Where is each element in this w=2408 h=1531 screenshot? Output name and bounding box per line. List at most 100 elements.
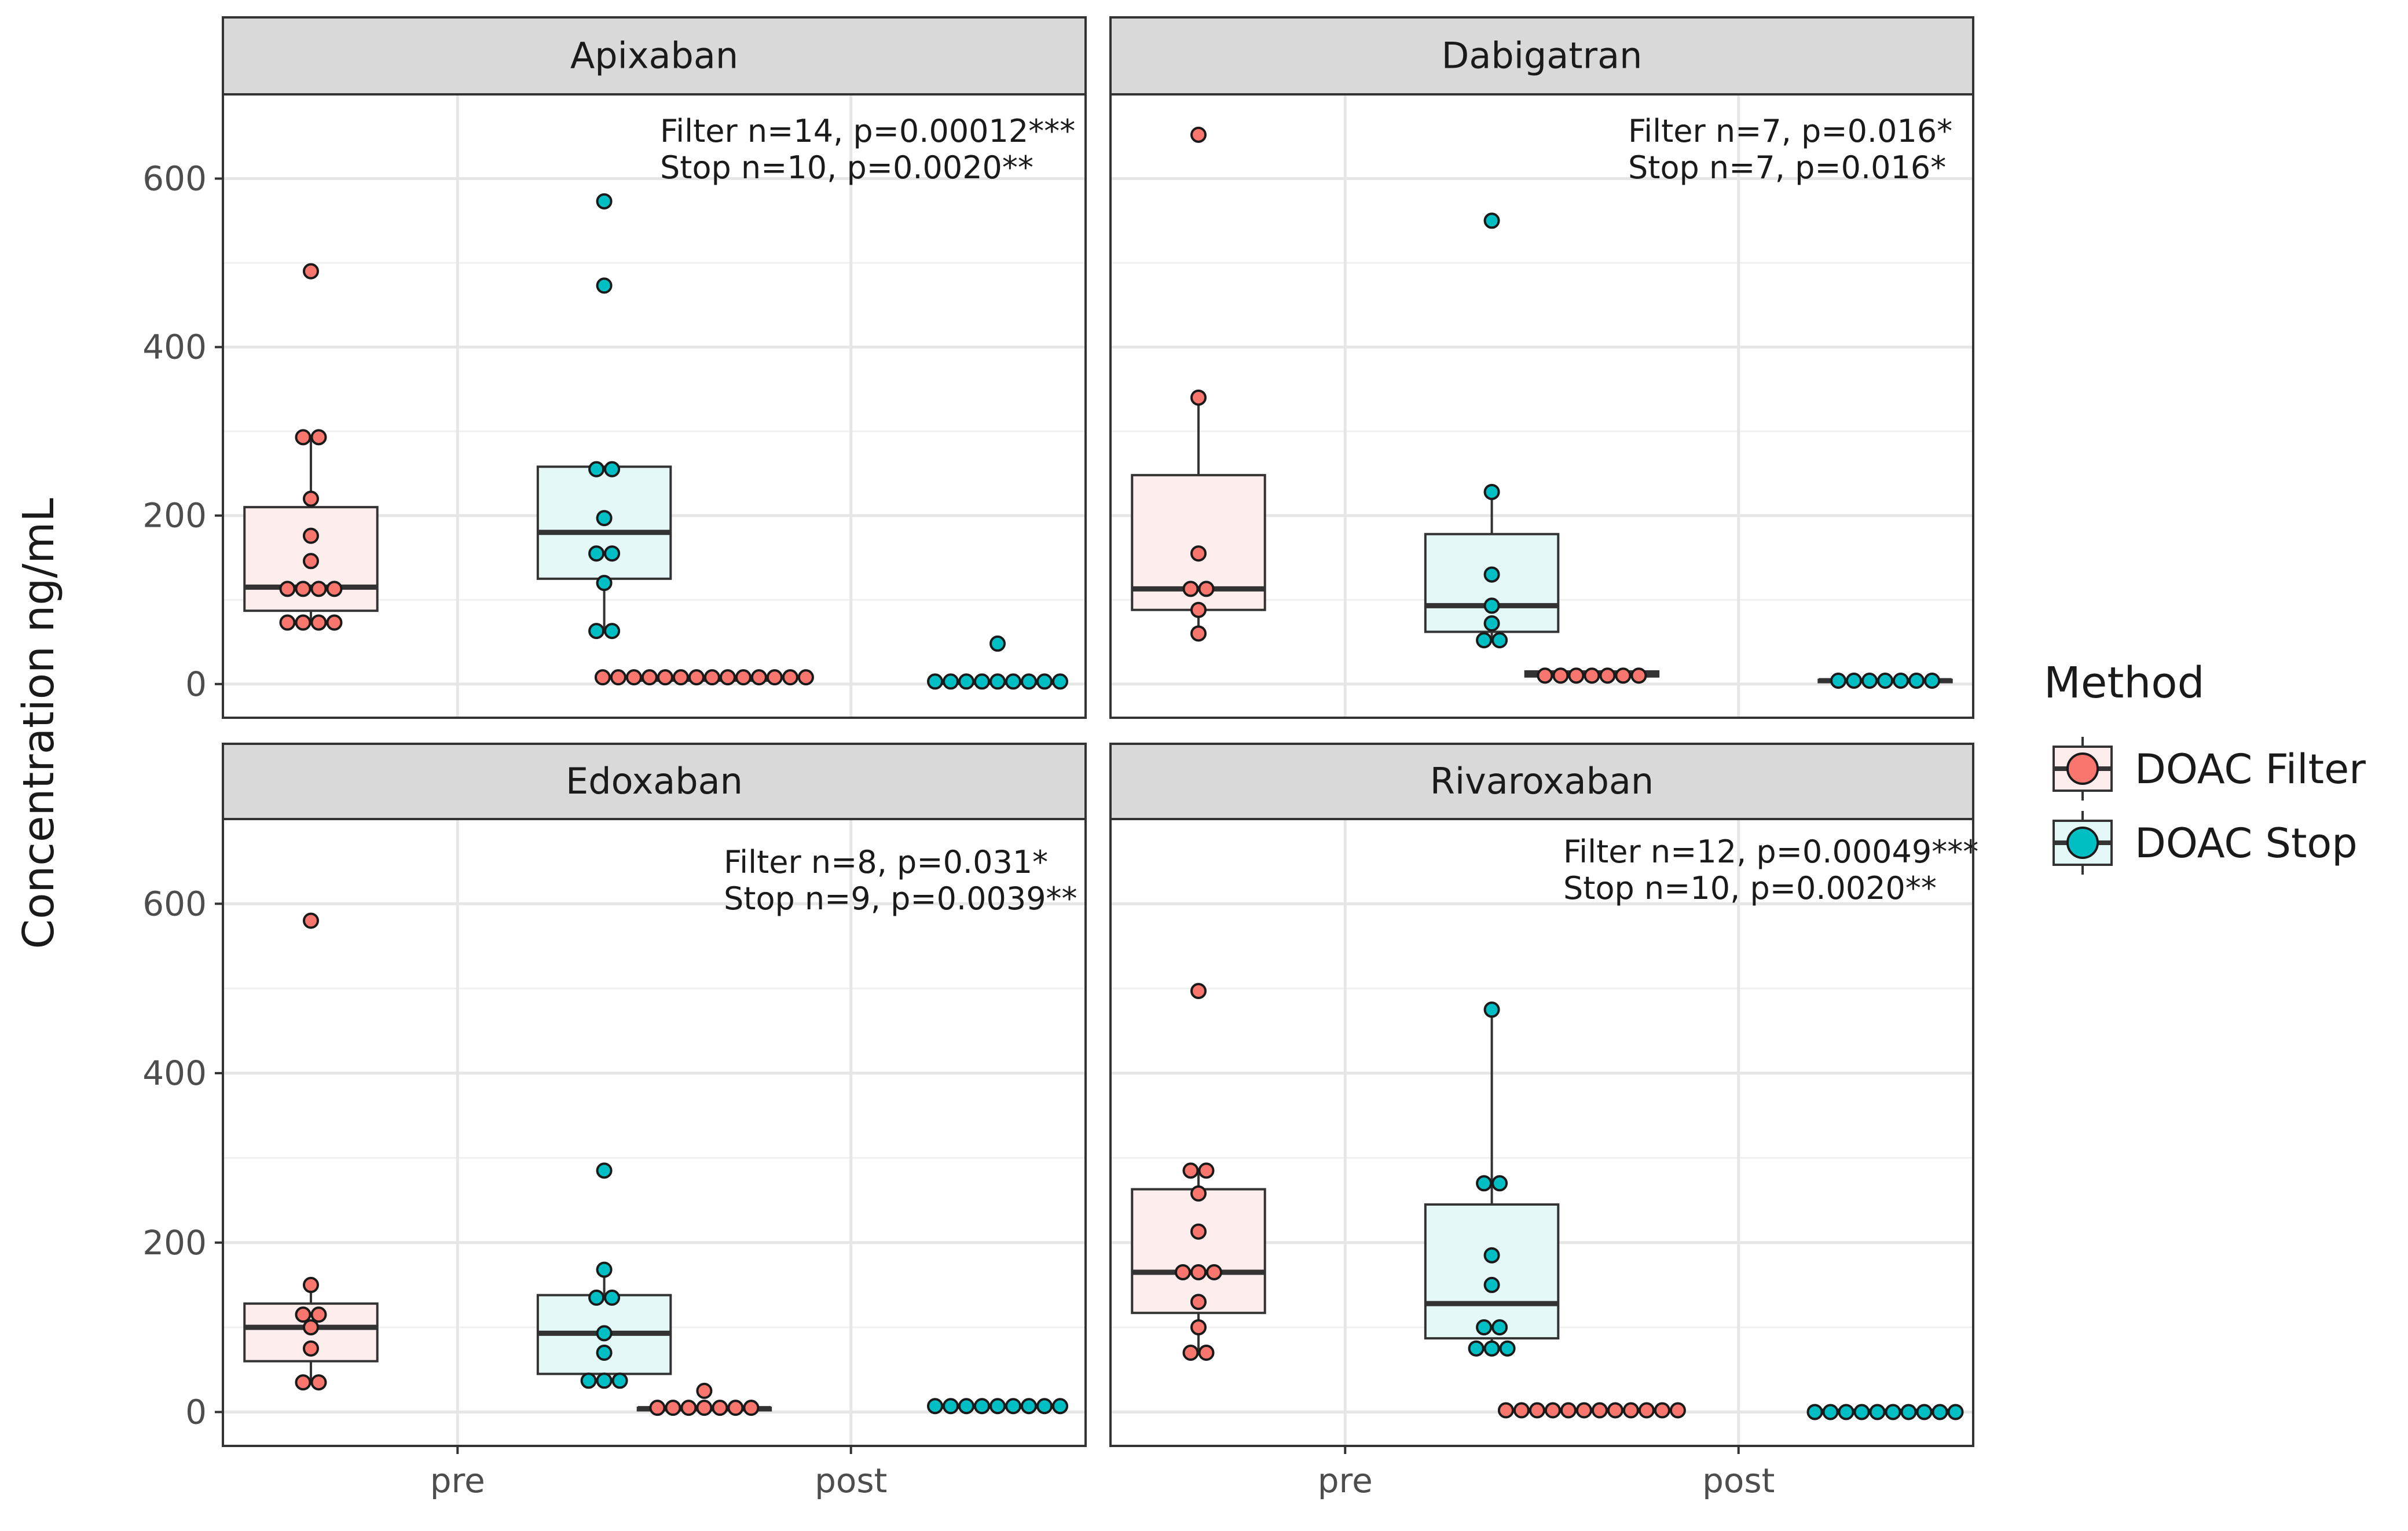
panel-background (223, 94, 1086, 718)
y-tick-label: 600 (142, 884, 207, 923)
data-point (727, 1400, 744, 1416)
data-point (1483, 1247, 1500, 1264)
data-point (943, 673, 959, 690)
box-group (1817, 672, 1953, 689)
data-point (1483, 1340, 1500, 1357)
data-point (1537, 667, 1553, 684)
data-point (596, 575, 613, 592)
facet-strip (1109, 743, 1974, 820)
data-point (1806, 1404, 1823, 1420)
data-point (1476, 1175, 1493, 1192)
legend-key-point (2066, 827, 2099, 859)
data-point (1584, 667, 1600, 684)
data-point (1483, 212, 1500, 229)
data-point (1483, 615, 1500, 632)
data-point (596, 193, 613, 210)
facet-strip-label: Dabigatran (1442, 35, 1643, 77)
data-point (1005, 673, 1022, 690)
box-group (1424, 1001, 1560, 1357)
data-point (1529, 1402, 1545, 1419)
panel-border (1109, 93, 1974, 719)
data-point (1830, 672, 1847, 689)
panel-background (1110, 819, 1973, 1446)
data-point (1052, 673, 1069, 690)
data-point (1021, 673, 1038, 690)
data-point (1900, 1404, 1917, 1420)
box-group (536, 193, 672, 640)
legend-key-point (2066, 752, 2099, 785)
data-point (1190, 625, 1207, 642)
data-point (1654, 1402, 1670, 1419)
data-point (1544, 1402, 1561, 1419)
data-point (1908, 672, 1925, 689)
data-point (989, 1398, 1006, 1415)
data-point (1947, 1404, 1964, 1420)
data-point (1468, 1340, 1485, 1357)
data-point (1036, 673, 1053, 690)
data-point (302, 1340, 319, 1357)
facet-strip-label: Rivaroxaban (1430, 760, 1654, 802)
data-point (1615, 667, 1632, 684)
data-point (974, 673, 991, 690)
x-tick-label: post (1702, 1461, 1775, 1500)
data-point (680, 1400, 697, 1416)
panel-border (222, 818, 1087, 1447)
data-point (604, 1289, 621, 1306)
data-point (1052, 1398, 1069, 1415)
legend-label: DOAC Stop (2135, 820, 2358, 867)
data-point (1190, 126, 1207, 143)
data-point (1885, 1404, 1901, 1420)
annotation-text: Filter n=14, p=0.00012*** (660, 113, 1075, 149)
data-point (1560, 1402, 1577, 1419)
data-point (596, 1162, 613, 1179)
data-point (1591, 1402, 1608, 1419)
data-point (1575, 1402, 1592, 1419)
data-point (1497, 1402, 1514, 1419)
panel-border (1109, 818, 1974, 1447)
data-point (1174, 1264, 1191, 1280)
data-point (1190, 1319, 1207, 1336)
box-group (927, 635, 1069, 690)
data-point (696, 1400, 713, 1416)
data-point (1924, 672, 1941, 689)
data-point (588, 623, 605, 640)
data-point (657, 669, 673, 686)
data-point (310, 614, 327, 631)
y-tick-label: 200 (142, 1223, 207, 1262)
y-tick-label: 600 (142, 159, 207, 199)
data-point (1198, 1162, 1215, 1179)
data-point (588, 545, 605, 562)
data-point (310, 1306, 327, 1323)
box-group (1131, 983, 1266, 1361)
data-point (1205, 1264, 1222, 1280)
annotation-text: Stop n=10, p=0.0020** (1563, 870, 1937, 906)
data-point (1182, 1345, 1199, 1361)
data-point (1483, 483, 1500, 500)
data-point (641, 669, 658, 686)
data-point (927, 1398, 944, 1415)
panel-border (222, 93, 1087, 719)
data-point (588, 461, 605, 478)
panel-dabigatran: Dabigatran Filter n=7, p=0.016*Stop n=7, … (1109, 16, 1974, 719)
data-point (1483, 597, 1500, 614)
panel-edoxaban: Edoxaban Filter n=8, p=0.031*Stop n=9, p=… (142, 743, 1087, 1500)
data-point (1190, 1294, 1207, 1310)
data-point (958, 673, 975, 690)
data-point (1838, 1404, 1854, 1420)
box-group (243, 912, 379, 1391)
annotation-text: Stop n=9, p=0.0039** (724, 880, 1077, 917)
data-point (1476, 1319, 1493, 1336)
data-point (1491, 632, 1508, 649)
data-point (688, 669, 705, 686)
legend-title: Method (2044, 658, 2205, 708)
data-point (1491, 1175, 1508, 1192)
box (1424, 1203, 1560, 1340)
data-point (295, 614, 311, 631)
y-tick-label: 400 (142, 1053, 207, 1093)
box-group (1524, 667, 1660, 684)
data-point (604, 623, 621, 640)
data-point (712, 1400, 728, 1416)
data-point (279, 581, 296, 597)
